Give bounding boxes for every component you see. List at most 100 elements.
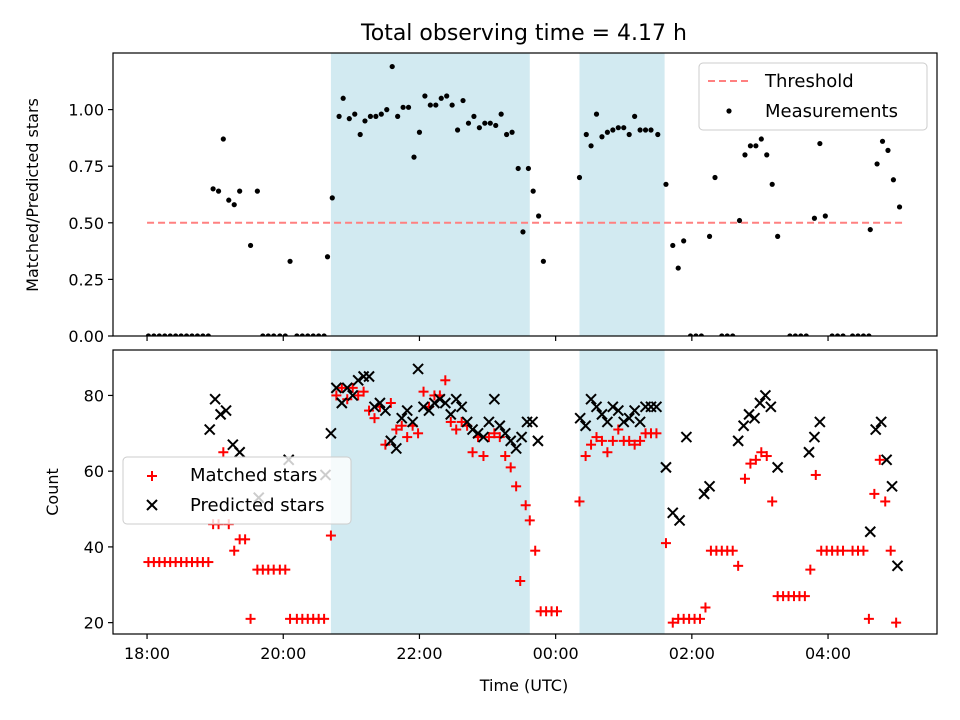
- matched-stars-point: [505, 462, 516, 473]
- predicted-stars-point: [483, 416, 495, 428]
- measurements-point: [465, 120, 472, 126]
- measurements-point: [615, 125, 621, 131]
- predicted-stars-point: [220, 404, 232, 417]
- matched-stars-point: [319, 613, 330, 624]
- matched-stars-point: [413, 428, 424, 439]
- measurements-point: [515, 165, 521, 172]
- measurements-point: [498, 111, 504, 117]
- measurements-point: [712, 174, 718, 181]
- matched-stars-point: [750, 454, 761, 465]
- measurements-point: [299, 333, 305, 336]
- matched-stars-point: [607, 435, 618, 446]
- y-tick-label: 0.75: [68, 157, 104, 176]
- measurements-point: [747, 143, 754, 149]
- legend-matched-label: Matched stars: [190, 465, 317, 486]
- measurements-point: [811, 215, 818, 221]
- predicted-stars-point: [352, 374, 364, 387]
- measurements-point: [593, 111, 600, 117]
- measurements-point: [482, 120, 488, 126]
- measurements-point: [681, 238, 687, 244]
- measurements-point: [476, 125, 482, 131]
- matched-stars-point: [440, 375, 451, 386]
- predicted-stars-point: [650, 401, 663, 413]
- measurements-point: [416, 129, 423, 135]
- predicted-stars-point: [417, 401, 430, 413]
- predicted-stars-point: [698, 488, 710, 500]
- predicted-stars-point: [233, 446, 246, 458]
- measurements-point: [316, 333, 322, 336]
- measurements-point: [866, 333, 872, 336]
- predicted-stars-point: [891, 560, 904, 572]
- matched-stars-point: [739, 473, 750, 484]
- measurements-point: [509, 129, 515, 135]
- measurements-point: [724, 333, 730, 336]
- measurements-point: [599, 134, 605, 140]
- predicted-stars-point: [445, 408, 457, 421]
- measurements-point: [378, 111, 384, 117]
- matched-stars-point: [380, 439, 391, 450]
- predicted-stars-point: [466, 423, 479, 436]
- matched-stars-point: [874, 454, 885, 465]
- predicted-stars-point: [634, 416, 646, 428]
- measurements-point: [655, 131, 661, 138]
- matched-stars-point: [596, 435, 607, 446]
- measurements-point: [803, 333, 809, 336]
- legend-predicted-marker: [146, 499, 158, 511]
- matched-stars-point: [229, 545, 240, 556]
- measurements-point: [637, 127, 643, 133]
- measurements-point: [400, 104, 406, 110]
- predicted-stars-point: [612, 404, 625, 417]
- matched-stars-point: [524, 515, 535, 526]
- measurements-point: [787, 333, 793, 336]
- measurements-point: [433, 102, 439, 108]
- predicted-stars-point: [732, 435, 744, 447]
- measurements-point: [438, 95, 444, 101]
- matched-stars-point: [396, 420, 407, 431]
- matched-stars-point: [660, 538, 671, 549]
- measurements-point: [183, 333, 190, 336]
- measurements-point: [411, 154, 417, 160]
- predicted-stars-point: [579, 420, 592, 432]
- x-axis-label: Time (UTC): [479, 676, 568, 695]
- measurements-point: [265, 333, 271, 336]
- predicted-stars-point: [748, 412, 761, 424]
- x-tick-label: 18:00: [124, 644, 170, 663]
- measurements-point: [648, 127, 654, 133]
- top-axes-frame: [112, 52, 938, 337]
- shaded-region: [330, 53, 530, 336]
- measurements-point: [753, 143, 759, 149]
- predicted-stars-point: [396, 412, 408, 424]
- matched-stars-point: [245, 613, 256, 624]
- matched-stars-point: [838, 545, 849, 556]
- measurements-point: [736, 217, 743, 224]
- matched-stars-point: [364, 405, 375, 416]
- measurements-point: [362, 118, 368, 124]
- measurements-point: [277, 333, 283, 336]
- measurements-point: [210, 186, 216, 192]
- matched-stars-point: [810, 469, 821, 480]
- matched-stars-point: [530, 545, 541, 556]
- y-tick-label: 0.00: [68, 327, 104, 346]
- measurements-point: [520, 229, 526, 235]
- measurements-point: [194, 333, 201, 336]
- matched-stars-point: [695, 613, 706, 624]
- measurements-point: [215, 188, 222, 194]
- legend-predicted-label: Predicted stars: [190, 495, 324, 516]
- matched-stars-point: [218, 447, 229, 458]
- y-tick-label: 80: [84, 386, 104, 405]
- measurements-point: [173, 333, 179, 336]
- measurements-point: [792, 333, 798, 336]
- matched-stars-point: [511, 481, 522, 492]
- matched-stars-point: [580, 451, 591, 462]
- measurements-point: [610, 127, 616, 133]
- measurements-point: [604, 129, 611, 135]
- predicted-stars-point: [628, 404, 641, 417]
- matched-stars-point: [869, 488, 880, 499]
- measurements-point: [493, 122, 499, 129]
- measurements-point: [822, 213, 828, 219]
- matched-stars-point: [727, 545, 738, 556]
- y-tick-label: 40: [84, 538, 104, 557]
- y-tick-label: 0.50: [68, 214, 104, 233]
- x-tick-label: 22:00: [396, 644, 442, 663]
